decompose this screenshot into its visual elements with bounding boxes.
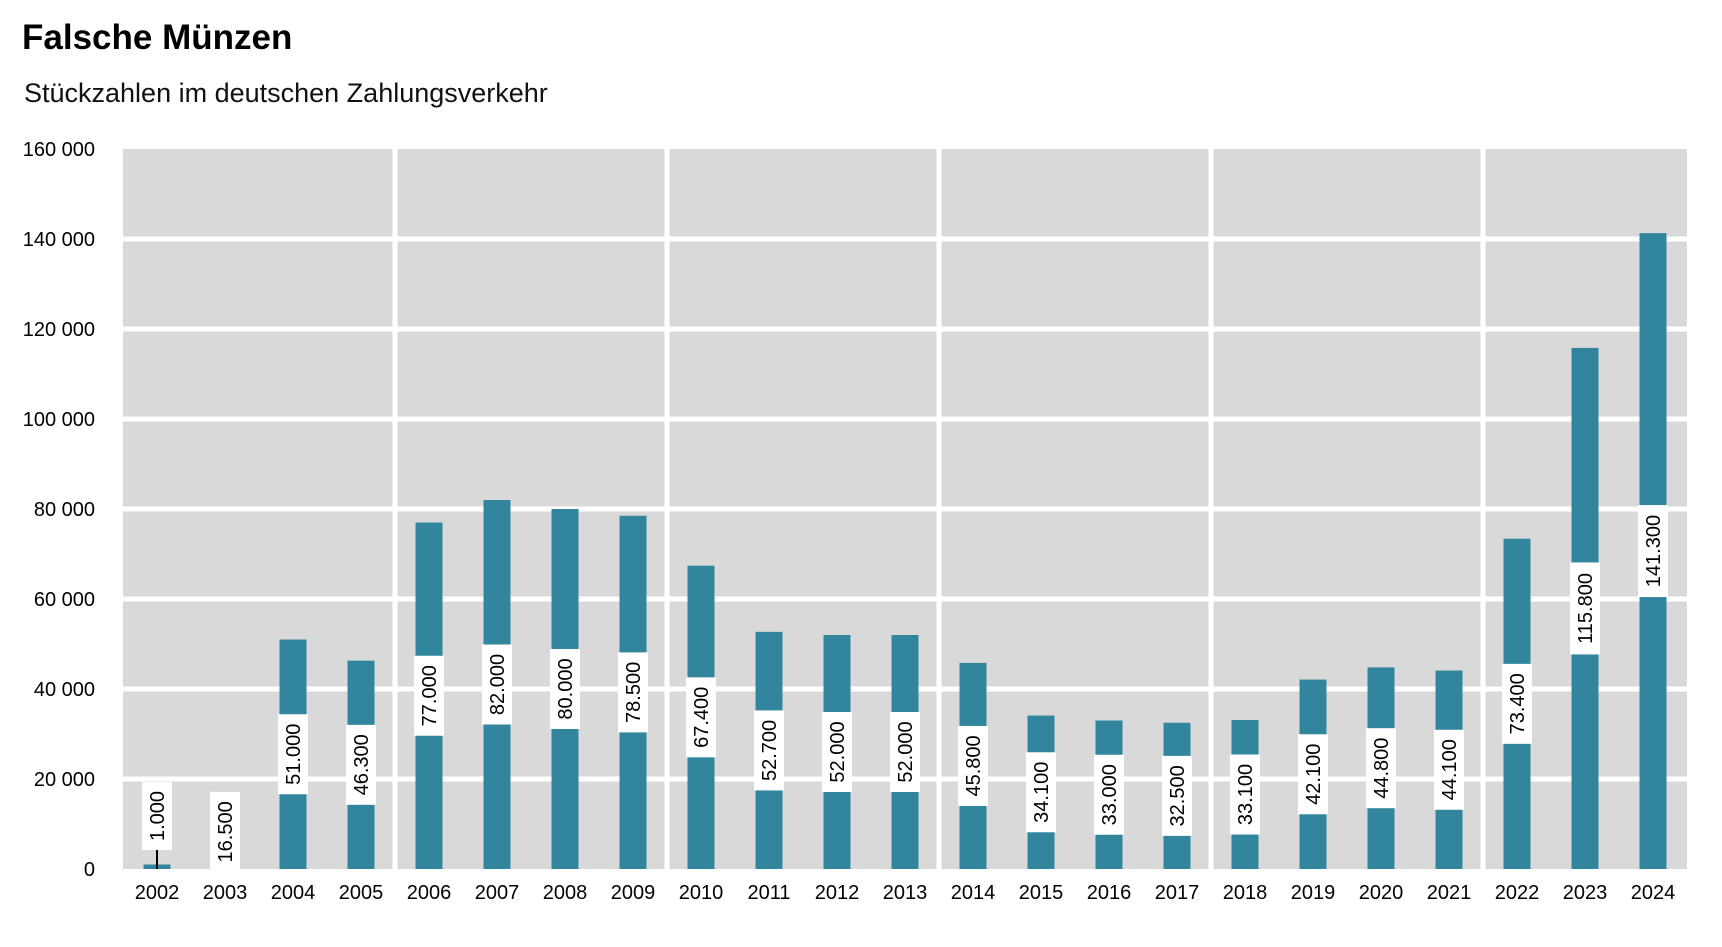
data-label-box [686,677,716,758]
x-tick-label: 2008 [543,882,588,904]
data-label: 46.300 [351,734,373,795]
x-tick-label: 2014 [951,882,996,904]
data-label-box [1434,729,1464,810]
x-tick-label: 2009 [611,882,656,904]
x-tick-label: 2006 [407,882,452,904]
data-label: 115.800 [1575,573,1597,644]
data-label: 52.000 [827,721,849,782]
data-label: 42.100 [1303,744,1325,805]
data-label-box [142,782,172,850]
data-label-box [1162,755,1192,836]
y-tick-label: 0 [84,859,95,881]
x-tick-label: 2005 [339,882,384,904]
x-tick-label: 2010 [679,882,724,904]
data-label: 44.800 [1371,738,1393,799]
data-label-box [1298,734,1328,815]
data-label-box [1366,728,1396,809]
data-label-box [482,644,512,725]
x-tick-label: 2017 [1155,882,1200,904]
x-tick-label: 2016 [1087,882,1132,904]
y-tick-label: 160 000 [23,139,95,161]
x-tick-label: 2022 [1495,882,1540,904]
x-tick-label: 2019 [1291,882,1336,904]
data-label: 141.300 [1643,515,1665,587]
data-label-box [890,712,920,792]
x-tick-label: 2020 [1359,882,1404,904]
y-tick-label: 120 000 [23,319,95,341]
x-tick-label: 2003 [203,882,248,904]
chart-subtitle: Stückzahlen im deutschen Zahlungsverkehr [24,78,548,108]
data-label: 1.000 [147,791,169,841]
x-tick-label: 2012 [815,882,860,904]
data-label-box [414,655,444,736]
data-label: 52.000 [895,721,917,782]
data-label: 82.000 [487,654,509,715]
y-tick-label: 20 000 [34,769,95,791]
data-label: 44.100 [1439,739,1461,800]
data-label-box [1570,562,1600,655]
data-label-box [1230,754,1260,835]
y-tick-label: 40 000 [34,679,95,701]
data-label: 67.400 [691,687,713,748]
data-label-box [1094,754,1124,835]
data-label: 34.100 [1031,762,1053,823]
data-label-box [822,712,852,792]
data-label-box [346,724,376,805]
data-label-box [1502,663,1532,744]
data-label: 45.800 [963,735,985,796]
x-tick-label: 2007 [475,882,520,904]
chart-title: Falsche Münzen [22,18,293,57]
y-tick-label: 140 000 [23,229,95,251]
x-tick-label: 2013 [883,882,928,904]
data-label: 52.700 [759,720,781,781]
data-label-box [618,652,648,733]
data-label-box [958,725,988,806]
y-tick-label: 60 000 [34,589,95,611]
y-tick-label: 100 000 [23,409,95,431]
data-label: 78.500 [623,662,645,723]
x-tick-label: 2004 [271,882,316,904]
x-tick-label: 2018 [1223,882,1268,904]
x-tick-label: 2002 [135,882,180,904]
data-label-box [1638,505,1668,598]
data-label-box [550,649,580,729]
data-label: 51.000 [283,724,305,785]
data-label: 77.000 [419,665,441,726]
data-label-box [1026,752,1056,833]
data-label: 16.500 [215,801,237,862]
x-tick-label: 2023 [1563,882,1608,904]
data-label: 33.000 [1099,764,1121,825]
x-tick-label: 2015 [1019,882,1064,904]
x-tick-label: 2011 [747,882,790,904]
x-tick-label: 2021 [1427,882,1472,904]
data-label-box [754,710,784,791]
data-label: 80.000 [555,658,577,719]
x-tick-label: 2024 [1631,882,1676,904]
data-label-box [278,714,308,795]
data-label-box [210,791,240,872]
data-label: 32.500 [1167,765,1189,826]
y-tick-label: 80 000 [34,499,95,521]
data-label: 33.100 [1235,764,1257,825]
data-label: 73.400 [1507,673,1529,734]
